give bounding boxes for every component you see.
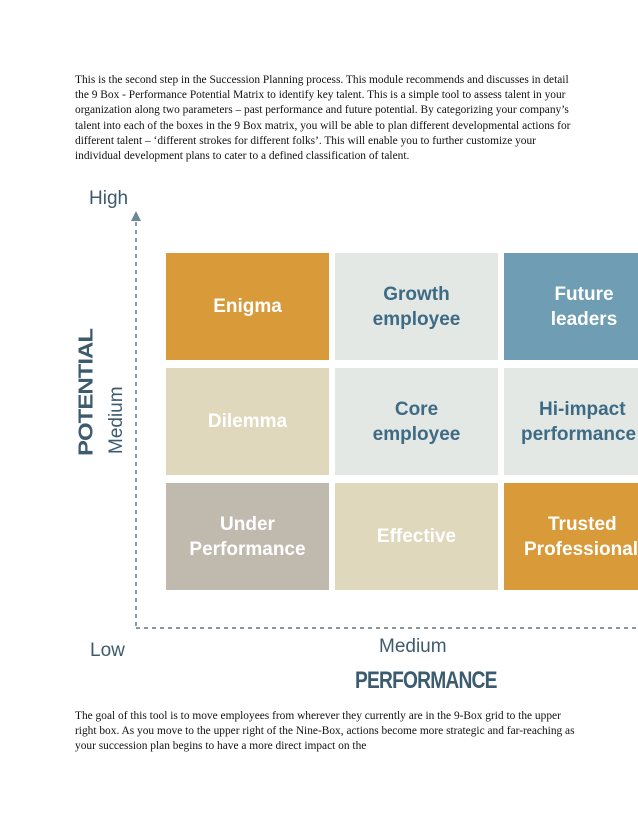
cell-label: Dilemma [207, 411, 288, 432]
cell-label-line1: Hi-impact [539, 398, 626, 420]
cell-label-line1: Core [394, 398, 439, 420]
cell-label-line1: Future [554, 283, 614, 305]
cell-label-line2: performance [521, 423, 637, 445]
cell-label-line1: Under [220, 513, 275, 535]
cell-label: Enigma [213, 296, 282, 317]
cell-trusted-professional: Trusted Professional [504, 483, 638, 590]
outro-paragraph: The goal of this tool is to move employe… [75, 710, 575, 753]
cell-label-line2: leaders [550, 308, 618, 330]
cell-label-line2: Performance [189, 538, 306, 560]
x-axis-medium-label: Medium [379, 636, 447, 657]
cell-core-employee: Core employee [335, 368, 498, 475]
x-axis-title: PERFORMANCE [355, 667, 497, 694]
cell-dilemma: Dilemma [166, 368, 329, 475]
cell-hi-impact-performance: Hi-impact performance [504, 368, 638, 475]
intro-paragraph: This is the second step in the Successio… [75, 74, 571, 163]
cell-label-line1: Growth [383, 283, 450, 305]
y-axis-medium-label: Medium [106, 386, 127, 454]
cell-label-line1: Trusted [548, 513, 617, 535]
cell-label-line2: Professional [524, 538, 638, 560]
y-axis-title: POTENTIAL [74, 329, 98, 456]
cell-effective: Effective [335, 483, 498, 590]
cell-growth-employee: Growth employee [335, 253, 498, 360]
cell-future-leaders: Future leaders [504, 253, 638, 360]
cell-label-line2: employee [372, 423, 461, 445]
y-axis-arrow-icon [131, 211, 141, 221]
cell-enigma: Enigma [166, 253, 329, 360]
cell-label-line2: employee [372, 308, 461, 330]
x-axis-low-label: Low [90, 640, 125, 661]
y-axis-high-label: High [89, 188, 129, 209]
cell-under-performance: Under Performance [166, 483, 329, 590]
cell-label: Effective [376, 526, 457, 547]
